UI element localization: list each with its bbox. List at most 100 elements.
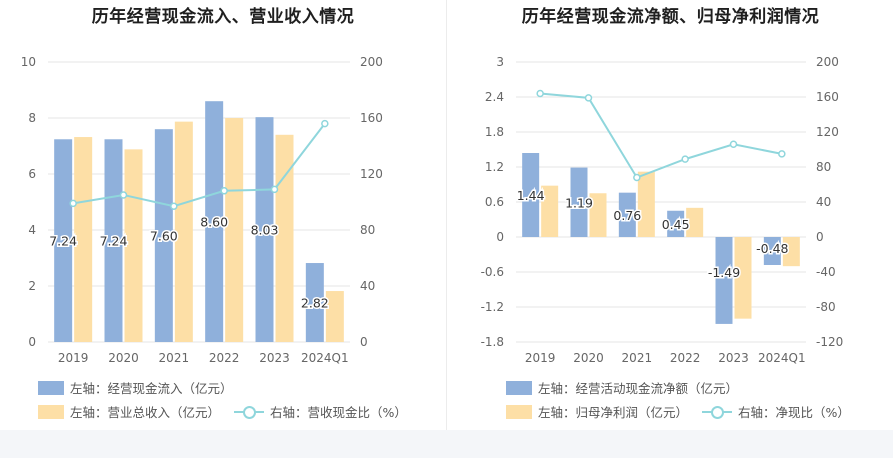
bar-data-label: 2.82 [301, 296, 329, 311]
ratio-line [540, 92, 783, 179]
y-left-tick-label: 6 [28, 167, 36, 181]
legend-swatch-revenue [38, 404, 64, 419]
left-legend-row-2: 左轴：营业总收入（亿元） 右轴：营收现金比（%） [38, 402, 417, 422]
legend-line-marker-icon [702, 405, 732, 419]
bar-1-series2 [74, 137, 93, 342]
y-right-tick-label: 0 [816, 230, 824, 244]
bottom-band [0, 430, 893, 458]
left-chart-title: 历年经营现金流入、营业收入情况 [91, 7, 355, 27]
x-tick-label: 2022 [209, 351, 240, 365]
bar-6-series2 [325, 291, 344, 342]
legend-item-net-operating-cash[interactable]: 左轴：经营活动现金流净额（亿元） [506, 378, 738, 397]
legend-label-cash-revenue-ratio: 右轴：营收现金比（%） [270, 405, 407, 420]
bar-6-series1 [305, 263, 324, 342]
ratio-point-1 [536, 89, 544, 98]
y-left-tick-label: 2.4 [485, 90, 504, 104]
bar-4-series2 [686, 207, 704, 237]
y-left-tick-label: -1.8 [481, 335, 504, 349]
legend-label-net-profit: 左轴：归母净利润（亿元） [538, 405, 689, 420]
x-tick-label: 2020 [108, 351, 139, 365]
ratio-line [73, 122, 326, 208]
legend-swatch-cash-inflow [38, 380, 64, 395]
legend-item-cash-revenue-ratio[interactable]: 右轴：营收现金比（%） [234, 402, 407, 421]
y-left-tick-label: 1.8 [485, 125, 504, 139]
legend-item-cash-inflow[interactable]: 左轴：经营现金流入（亿元） [38, 378, 233, 397]
bar-2-series1 [104, 139, 123, 342]
bar-5-series1 [715, 237, 733, 324]
x-tick-label: 2024Q1 [301, 351, 349, 365]
right-legend-row-1: 左轴：经营活动现金流净额（亿元） [506, 378, 748, 398]
bar-4-series2 [225, 118, 244, 342]
y-left-tick-label: 2 [28, 279, 36, 293]
ratio-point-3 [633, 173, 641, 182]
y-right-tick-label: 0 [360, 335, 368, 349]
left-chart: 0 2 4 6 8 10 0 40 80 120 160 200 2019 2020 2021 2022 202… [21, 55, 383, 365]
bar-3-series1 [154, 129, 173, 342]
right-chart: -1.8 -1.2 -0.6 0 0.6 1.2 1.8 2.4 3 -120 -80 -40 0 40 8… [481, 55, 844, 365]
y-left-tick-label: -0.6 [481, 265, 504, 279]
bar-4-series1 [667, 210, 685, 237]
y-left-tick-label: 0 [496, 230, 504, 244]
right-chart-title: 历年经营现金流净额、归母净利润情况 [521, 7, 820, 27]
x-tick-label: 2021 [622, 351, 653, 365]
bar-data-label: 1.44 [517, 188, 545, 203]
y-right-tick-label: -40 [816, 265, 836, 279]
x-tick-label: 2023 [718, 351, 749, 365]
legend-item-net-cash-ratio[interactable]: 右轴：净现比（%） [702, 402, 850, 421]
bar-5-series1 [255, 117, 274, 342]
y-left-tick-label: 3 [496, 55, 504, 69]
ratio-point-2 [119, 191, 128, 199]
bar-3-series1 [618, 192, 636, 237]
y-right-tick-label: -80 [816, 300, 836, 314]
x-tick-label: 2019 [58, 351, 89, 365]
y-right-tick-label: 160 [816, 90, 839, 104]
bar-5-series2 [734, 237, 752, 319]
left-legend-row-1: 左轴：经营现金流入（亿元） [38, 378, 243, 398]
y-right-tick-label: 120 [816, 125, 839, 139]
right-legend-row-2: 左轴：归母净利润（亿元） 右轴：净现比（%） [506, 402, 860, 422]
legend-label-revenue: 左轴：营业总收入（亿元） [70, 405, 221, 420]
bar-1-series2 [541, 185, 559, 237]
y-right-tick-label: -120 [816, 335, 843, 349]
x-tick-label: 2024Q1 [758, 351, 806, 365]
legend-swatch-net-operating-cash [506, 380, 532, 395]
left-chart-panel: 历年经营现金流入、营业收入情况 0 2 4 6 8 10 0 40 80 120 160 200 201… [0, 0, 446, 430]
bar-data-label: 0.45 [662, 217, 690, 232]
y-right-tick-label: 80 [816, 160, 831, 174]
bar-data-label: 8.60 [200, 215, 228, 230]
x-tick-label: 2022 [670, 351, 701, 365]
bar-data-label: 1.19 [565, 195, 593, 210]
y-left-tick-label: 0 [28, 335, 36, 349]
y-right-tick-label: 40 [816, 195, 831, 209]
bar-2-series2 [589, 193, 607, 237]
ratio-point-6 [321, 119, 329, 128]
y-left-tick-label: 10 [21, 55, 36, 69]
y-right-tick-label: 80 [360, 223, 375, 237]
bar-data-label: -0.48 [756, 241, 788, 256]
y-left-tick-label: 1.2 [485, 160, 504, 174]
bar-3-series2 [637, 171, 655, 237]
bar-5-series2 [275, 134, 294, 342]
legend-line-marker-icon [234, 405, 264, 419]
legend-label-net-operating-cash: 左轴：经营活动现金流净额（亿元） [538, 381, 739, 396]
legend-item-revenue[interactable]: 左轴：营业总收入（亿元） [38, 402, 220, 421]
y-right-tick-label: 40 [360, 279, 375, 293]
bar-1-series1 [522, 153, 540, 237]
legend-label-cash-inflow: 左轴：经营现金流入（亿元） [70, 381, 233, 396]
y-right-tick-label: 120 [360, 167, 383, 181]
legend-item-net-profit[interactable]: 左轴：归母净利润（亿元） [506, 402, 688, 421]
x-tick-label: 2019 [525, 351, 556, 365]
ratio-point-6 [778, 150, 786, 158]
ratio-point-4 [220, 187, 228, 195]
bar-data-label: 7.24 [49, 234, 77, 249]
bar-4-series1 [205, 101, 224, 342]
y-right-tick-label: 200 [360, 55, 383, 69]
legend-label-net-cash-ratio: 右轴：净现比（%） [738, 405, 850, 420]
y-left-tick-label: 4 [28, 223, 36, 237]
x-tick-label: 2021 [159, 351, 190, 365]
bar-data-label: -1.49 [708, 265, 740, 280]
legend-swatch-net-profit [506, 404, 532, 419]
ratio-point-5 [729, 140, 738, 148]
bar-6-series2 [782, 237, 800, 267]
